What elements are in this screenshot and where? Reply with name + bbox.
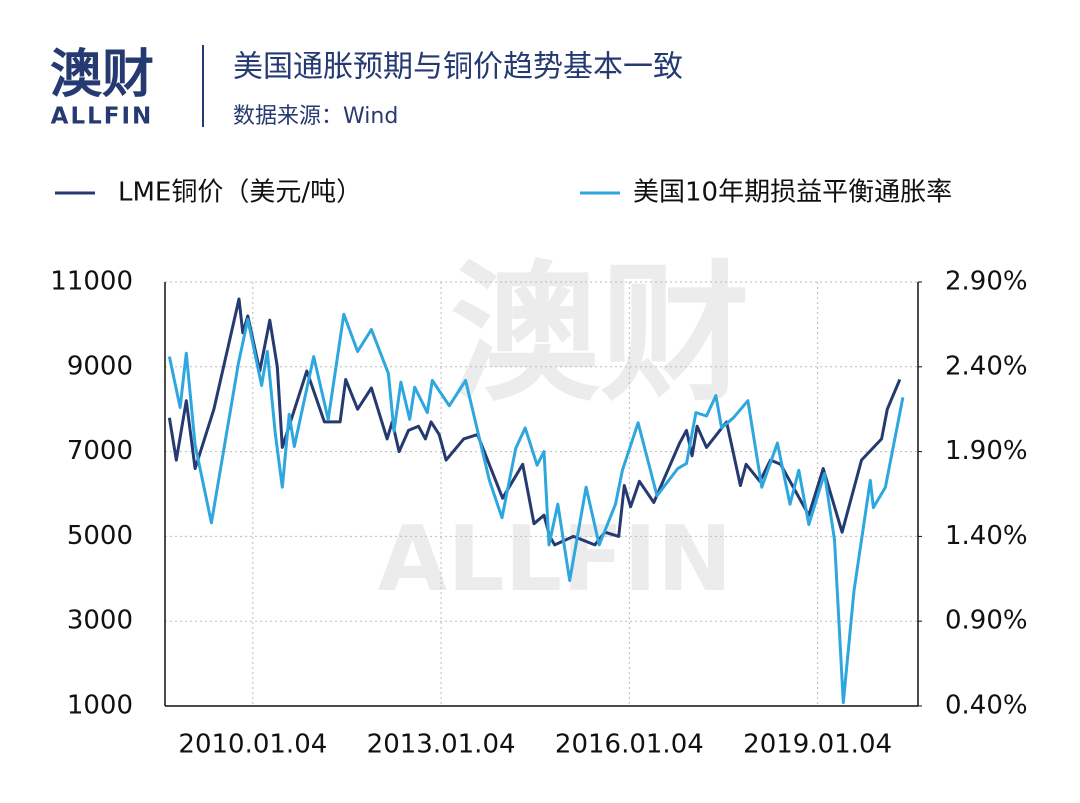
y2-tick-label: 2.40% (945, 351, 1028, 381)
y-tick-label: 3000 (67, 606, 133, 636)
y2-tick-label: 1.90% (945, 436, 1028, 466)
x-tick-label: 2010.01.04 (178, 730, 327, 760)
data-line (167, 312, 905, 705)
y2-tick-label: 1.40% (945, 521, 1028, 551)
logo-sub: ALLFIN (51, 104, 154, 130)
legend-label: LME铜价（美元/吨） (118, 178, 362, 208)
x-tick-label: 2016.01.04 (555, 730, 704, 760)
watermark: 澳财 (450, 248, 750, 422)
y-tick-label: 11000 (50, 267, 133, 297)
data-line (167, 297, 902, 547)
y2-tick-label: 0.90% (945, 606, 1028, 636)
legend-label: 美国10年期损益平衡通胀率 (633, 178, 952, 208)
x-tick-label: 2013.01.04 (367, 730, 516, 760)
y-tick-label: 1000 (67, 691, 133, 721)
chart-title: 美国通胀预期与铜价趋势基本一致 (233, 50, 683, 85)
y-tick-label: 9000 (67, 351, 133, 381)
logo: 澳财 (50, 45, 154, 105)
y2-tick-label: 2.90% (945, 267, 1028, 297)
chart-subtitle: 数据来源：Wind (233, 104, 398, 129)
y-tick-label: 5000 (67, 521, 133, 551)
x-tick-label: 2019.01.04 (743, 730, 892, 760)
y2-tick-label: 0.40% (945, 691, 1028, 721)
y-tick-label: 7000 (67, 436, 133, 466)
watermark-sub: ALLFIN (378, 507, 733, 612)
